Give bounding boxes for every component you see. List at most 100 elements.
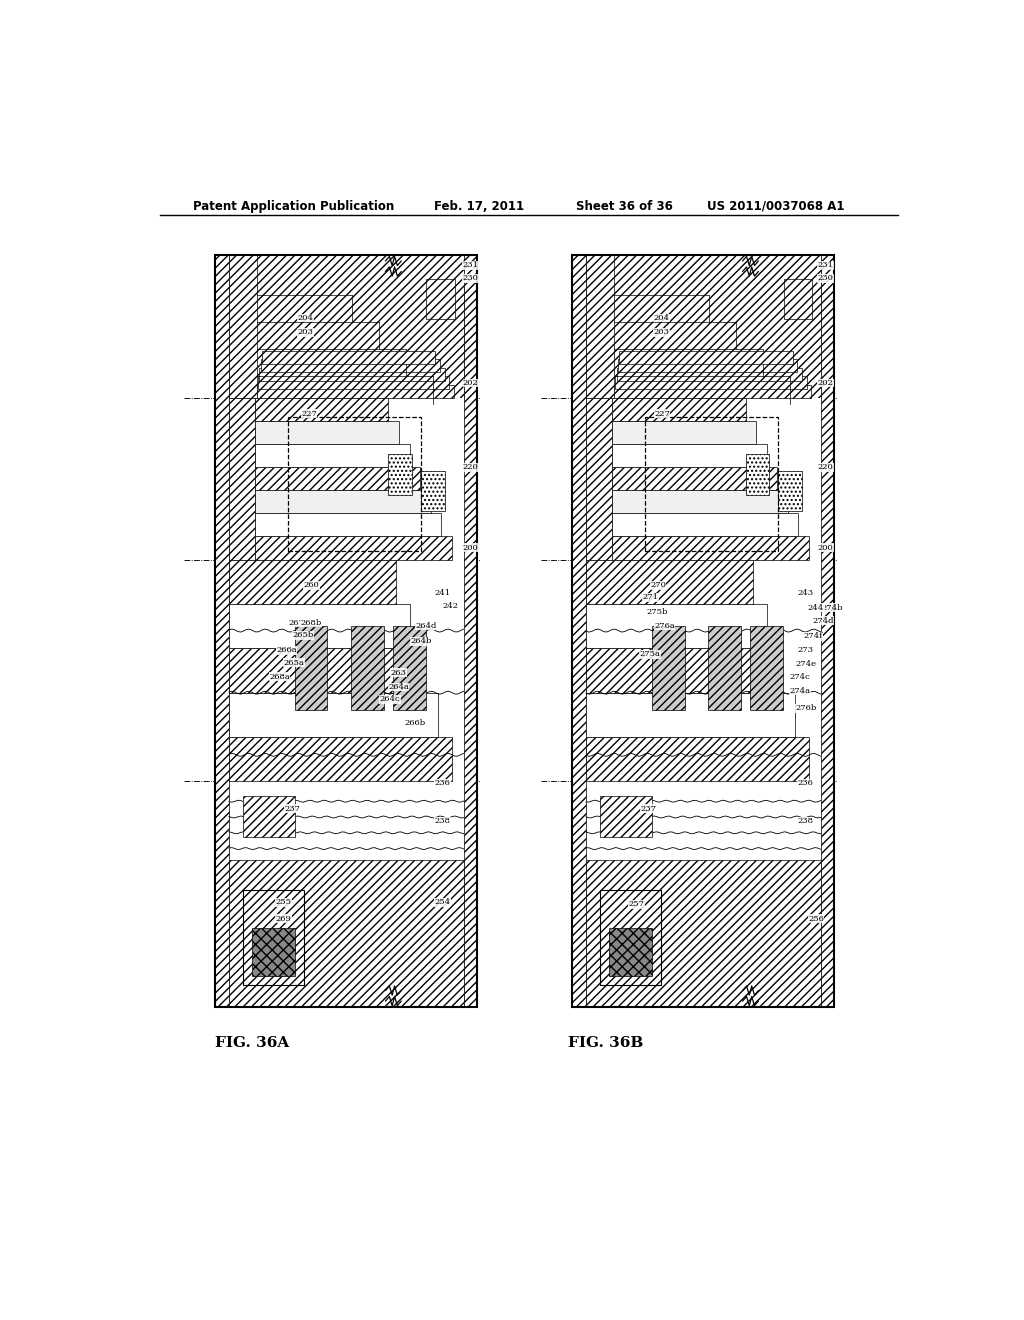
Bar xyxy=(612,536,809,560)
Text: 227: 227 xyxy=(654,409,670,417)
Bar xyxy=(617,359,798,372)
Bar xyxy=(586,397,612,560)
Text: 202: 202 xyxy=(463,379,478,387)
Bar xyxy=(615,376,807,389)
Text: 260: 260 xyxy=(303,581,319,589)
Bar xyxy=(229,648,424,693)
Bar xyxy=(421,471,444,511)
Text: 266b: 266b xyxy=(404,718,426,726)
Bar xyxy=(255,444,410,467)
Bar xyxy=(255,513,441,536)
Text: 238: 238 xyxy=(798,817,814,825)
Text: 255: 255 xyxy=(275,899,292,907)
Bar xyxy=(600,890,662,985)
Bar xyxy=(612,467,777,490)
Bar xyxy=(288,417,421,552)
Text: 237: 237 xyxy=(285,805,300,813)
Text: 274d: 274d xyxy=(812,616,834,624)
Text: FIG. 36A: FIG. 36A xyxy=(215,1036,290,1049)
Bar xyxy=(388,454,412,495)
Text: FIG. 36B: FIG. 36B xyxy=(568,1036,644,1049)
Text: 231: 231 xyxy=(817,261,834,269)
Text: 264b: 264b xyxy=(411,638,431,645)
Text: 236: 236 xyxy=(798,780,814,788)
Text: 267: 267 xyxy=(289,619,304,627)
Bar xyxy=(645,417,778,552)
Bar xyxy=(614,385,811,397)
Bar xyxy=(751,626,783,710)
Bar xyxy=(426,280,455,319)
Text: 266a: 266a xyxy=(276,647,297,655)
Bar xyxy=(262,351,435,363)
Bar xyxy=(229,737,452,781)
Text: 276b: 276b xyxy=(795,705,816,713)
Text: 227: 227 xyxy=(301,409,316,417)
Text: 275a: 275a xyxy=(640,651,660,659)
Bar xyxy=(586,255,614,397)
Bar xyxy=(215,255,477,1007)
Text: 254: 254 xyxy=(434,899,451,907)
Bar xyxy=(351,626,384,710)
Text: 231: 231 xyxy=(462,261,478,269)
Bar xyxy=(255,536,452,560)
Bar xyxy=(243,796,295,837)
Text: 241: 241 xyxy=(434,590,451,598)
Bar xyxy=(600,796,651,837)
Text: Feb. 17, 2011: Feb. 17, 2011 xyxy=(433,199,523,213)
Text: 220: 220 xyxy=(463,463,478,471)
Bar xyxy=(612,513,799,536)
Text: 264a: 264a xyxy=(388,682,409,690)
Text: 263: 263 xyxy=(391,669,407,677)
Bar xyxy=(586,781,820,861)
Text: 257: 257 xyxy=(629,900,645,908)
Text: 268b: 268b xyxy=(301,619,322,627)
Bar xyxy=(215,255,477,1007)
Bar xyxy=(586,648,780,693)
Bar xyxy=(612,444,767,467)
Text: 264c: 264c xyxy=(380,696,400,704)
Text: 203: 203 xyxy=(653,329,670,337)
Bar xyxy=(586,560,820,781)
Text: 274f: 274f xyxy=(803,632,822,640)
Bar xyxy=(229,397,255,560)
Text: 274c: 274c xyxy=(790,673,811,681)
Bar xyxy=(259,368,444,380)
Text: 268a: 268a xyxy=(269,673,290,681)
Bar xyxy=(586,560,753,605)
Bar xyxy=(257,385,455,397)
Bar xyxy=(609,928,652,975)
Text: 230: 230 xyxy=(462,275,478,282)
Text: 243: 243 xyxy=(798,590,814,598)
Text: 275b: 275b xyxy=(646,607,668,615)
Text: 274b: 274b xyxy=(821,603,843,611)
Bar xyxy=(572,255,835,1007)
Text: 200: 200 xyxy=(818,544,834,552)
Bar xyxy=(651,626,685,710)
Text: 220: 220 xyxy=(818,463,834,471)
Text: 265b: 265b xyxy=(293,631,314,639)
Text: 256: 256 xyxy=(808,915,824,923)
Bar xyxy=(229,693,437,737)
Text: 202: 202 xyxy=(818,379,834,387)
Bar xyxy=(229,397,464,560)
Bar xyxy=(778,471,802,511)
Text: Patent Application Publication: Patent Application Publication xyxy=(194,199,394,213)
Text: 274a: 274a xyxy=(790,686,811,696)
Bar xyxy=(252,928,295,975)
Bar xyxy=(616,368,802,380)
Bar xyxy=(572,255,586,1007)
Text: 271: 271 xyxy=(642,594,658,602)
Text: 204: 204 xyxy=(653,314,670,322)
Text: 230: 230 xyxy=(817,275,834,282)
Bar xyxy=(229,861,464,1007)
Text: 270: 270 xyxy=(650,581,666,589)
Text: 276a: 276a xyxy=(654,622,675,630)
Bar xyxy=(229,255,257,397)
Bar xyxy=(229,605,410,648)
Bar xyxy=(586,737,809,781)
Bar xyxy=(783,280,812,319)
Text: 265a: 265a xyxy=(284,659,304,667)
Bar xyxy=(618,351,793,363)
Bar xyxy=(229,560,395,605)
Bar xyxy=(229,781,464,861)
